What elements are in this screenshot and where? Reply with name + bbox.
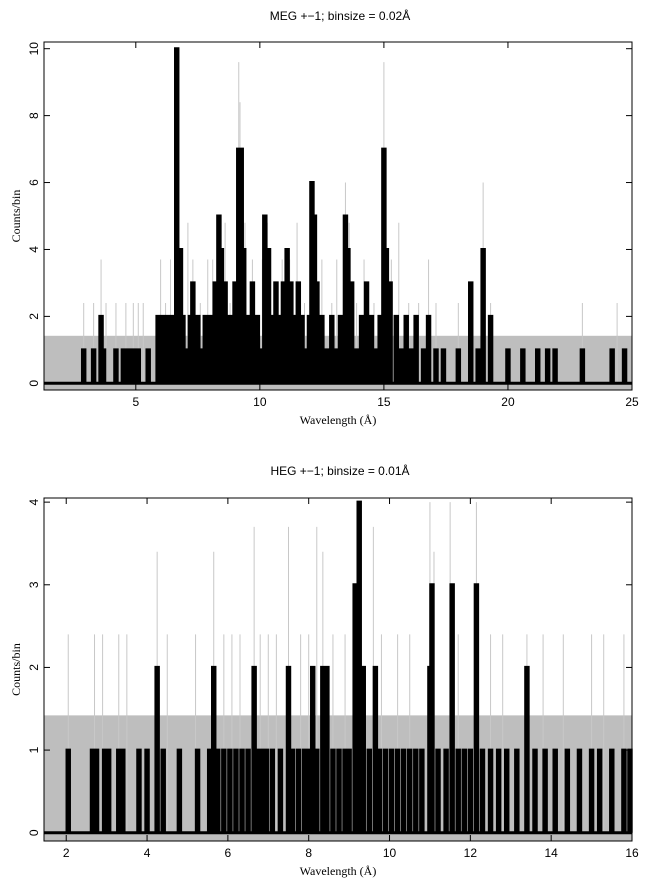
meg-ytick-label-5: 10 [27,42,41,56]
meg-ytick-label-4: 8 [27,112,41,119]
heg-ytick-label-2: 2 [27,664,41,671]
heg-xtick-label-3: 8 [305,846,312,860]
heg-ytick-label-1: 1 [27,746,41,753]
meg-ticks: 5 10 15 20 25 0 2 4 6 8 10 [27,42,639,409]
heg-xtick-label-5: 12 [464,846,478,860]
heg-xtick-label-6: 14 [544,846,558,860]
meg-ytick-label-2: 4 [27,246,41,253]
heg-ytick-label-0: 0 [27,829,41,836]
heg-title: HEG +−1; binsize = 0.01Å [270,463,409,478]
meg-ytick-label-1: 2 [27,313,41,320]
heg-ytick-label-4: 4 [27,498,41,505]
meg-title: MEG +−1; binsize = 0.02Å [270,8,410,23]
meg-ytick-label-3: 6 [27,179,41,186]
meg-plot-frame [43,41,633,391]
heg-xtick-label-1: 4 [144,846,151,860]
heg-panel: HEG +−1; binsize = 0.01Å 2 4 6 8 10 12 14 16012… [9,463,639,878]
heg-xtick-label-0: 2 [63,846,70,860]
heg-black-series [44,500,633,835]
meg-xtick-label-3: 20 [501,395,515,409]
heg-xtick-label-4: 10 [383,846,397,860]
heg-ytick-label-3: 3 [27,581,41,588]
heg-y-axis-label: Counts/bin [9,643,23,696]
meg-panel: MEG +−1; binsize = 0.02Å 5 10 15 20 25 0 2 4 6 8 1… [9,8,639,427]
meg-ytick-label-0: 0 [27,380,41,387]
meg-xtick-label-0: 5 [132,395,139,409]
heg-plot-frame [43,497,633,842]
heg-xtick-label-7: 16 [625,846,639,860]
meg-black-series [44,47,632,385]
heg-xtick-label-2: 6 [225,846,232,860]
meg-y-axis-label: Counts/bin [9,190,23,243]
meg-x-axis-label: Wavelength (Å) [300,413,377,427]
meg-xtick-label-1: 10 [253,395,267,409]
heg-x-axis-label: Wavelength (Å) [300,864,377,878]
meg-xtick-label-4: 25 [625,395,639,409]
meg-xtick-label-2: 15 [377,395,391,409]
